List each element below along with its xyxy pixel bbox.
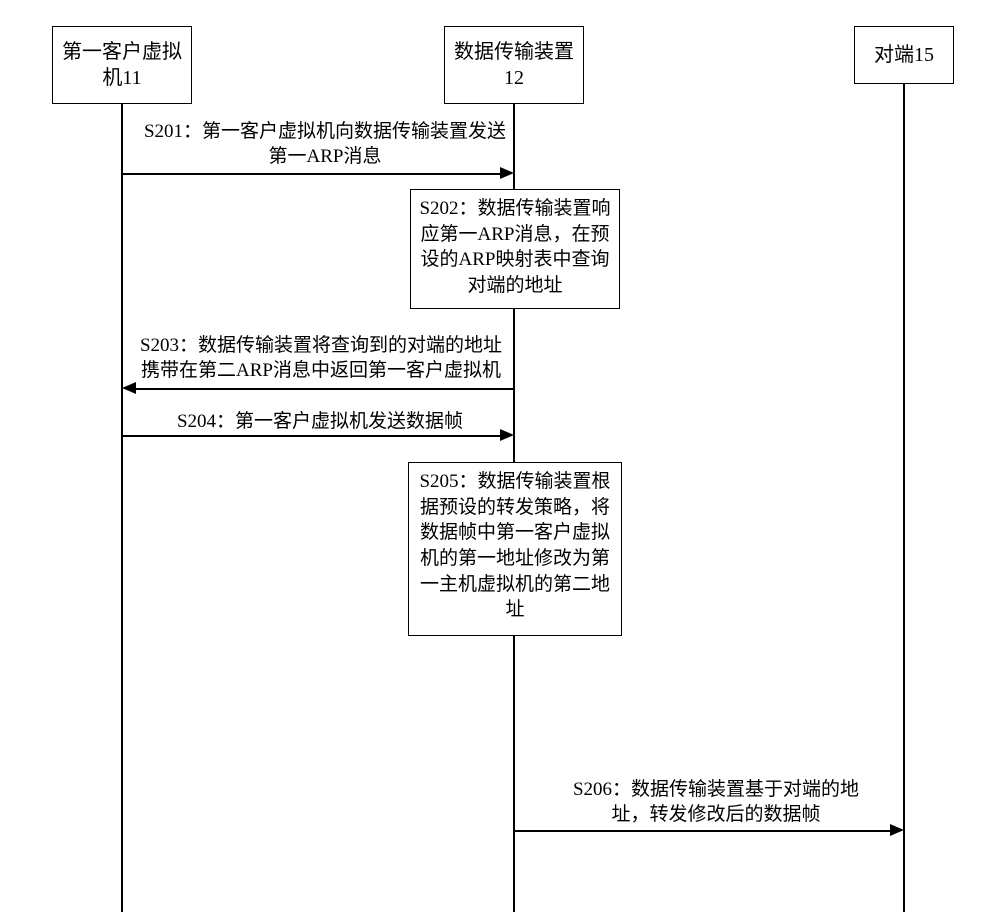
arrow-head-icon <box>122 382 136 394</box>
message-s204-label: S204：第一客户虚拟机发送数据帧 <box>160 410 480 435</box>
lifeline-p3 <box>903 84 905 912</box>
message-s205-box: S205：数据传输装置根据预设的转发策略，将数据帧中第一客户虚拟机的第一地址修改… <box>408 462 622 636</box>
message-s203-label: S203：数据传输装置将查询到的对端的地址携带在第二ARP消息中返回第一客户虚拟… <box>130 334 512 383</box>
sequence-diagram: 第一客户虚拟机11 数据传输装置12 对端15 S201：第一客户虚拟机向数据传… <box>0 0 1000 920</box>
message-s202-text: S202：数据传输装置响应第一ARP消息，在预设的ARP映射表中查询对端的地址 <box>419 198 610 296</box>
message-s205-text: S205：数据传输装置根据预设的转发策略，将数据帧中第一客户虚拟机的第一地址修改… <box>419 471 610 620</box>
participant-label: 第一客户虚拟机11 <box>62 39 182 91</box>
participant-client-vm-11: 第一客户虚拟机11 <box>52 26 192 104</box>
lifeline-p1 <box>121 104 123 912</box>
participant-label: 对端15 <box>874 42 934 68</box>
arrow-head-icon <box>500 429 514 441</box>
participant-label: 数据传输装置12 <box>454 39 574 91</box>
message-s201-arrow <box>122 173 500 175</box>
message-s203-arrow <box>136 388 514 390</box>
message-s204-arrow <box>122 435 500 437</box>
message-s201-label: S201：第一客户虚拟机向数据传输装置发送第一ARP消息 <box>140 120 510 169</box>
message-s202-box: S202：数据传输装置响应第一ARP消息，在预设的ARP映射表中查询对端的地址 <box>410 189 620 309</box>
arrow-head-icon <box>890 824 904 836</box>
arrow-head-icon <box>500 167 514 179</box>
participant-data-transfer-12: 数据传输装置12 <box>444 26 584 104</box>
message-s206-label: S206：数据传输装置基于对端的地址，转发修改后的数据帧 <box>556 778 876 827</box>
participant-peer-15: 对端15 <box>854 26 954 84</box>
message-s206-arrow <box>514 830 890 832</box>
